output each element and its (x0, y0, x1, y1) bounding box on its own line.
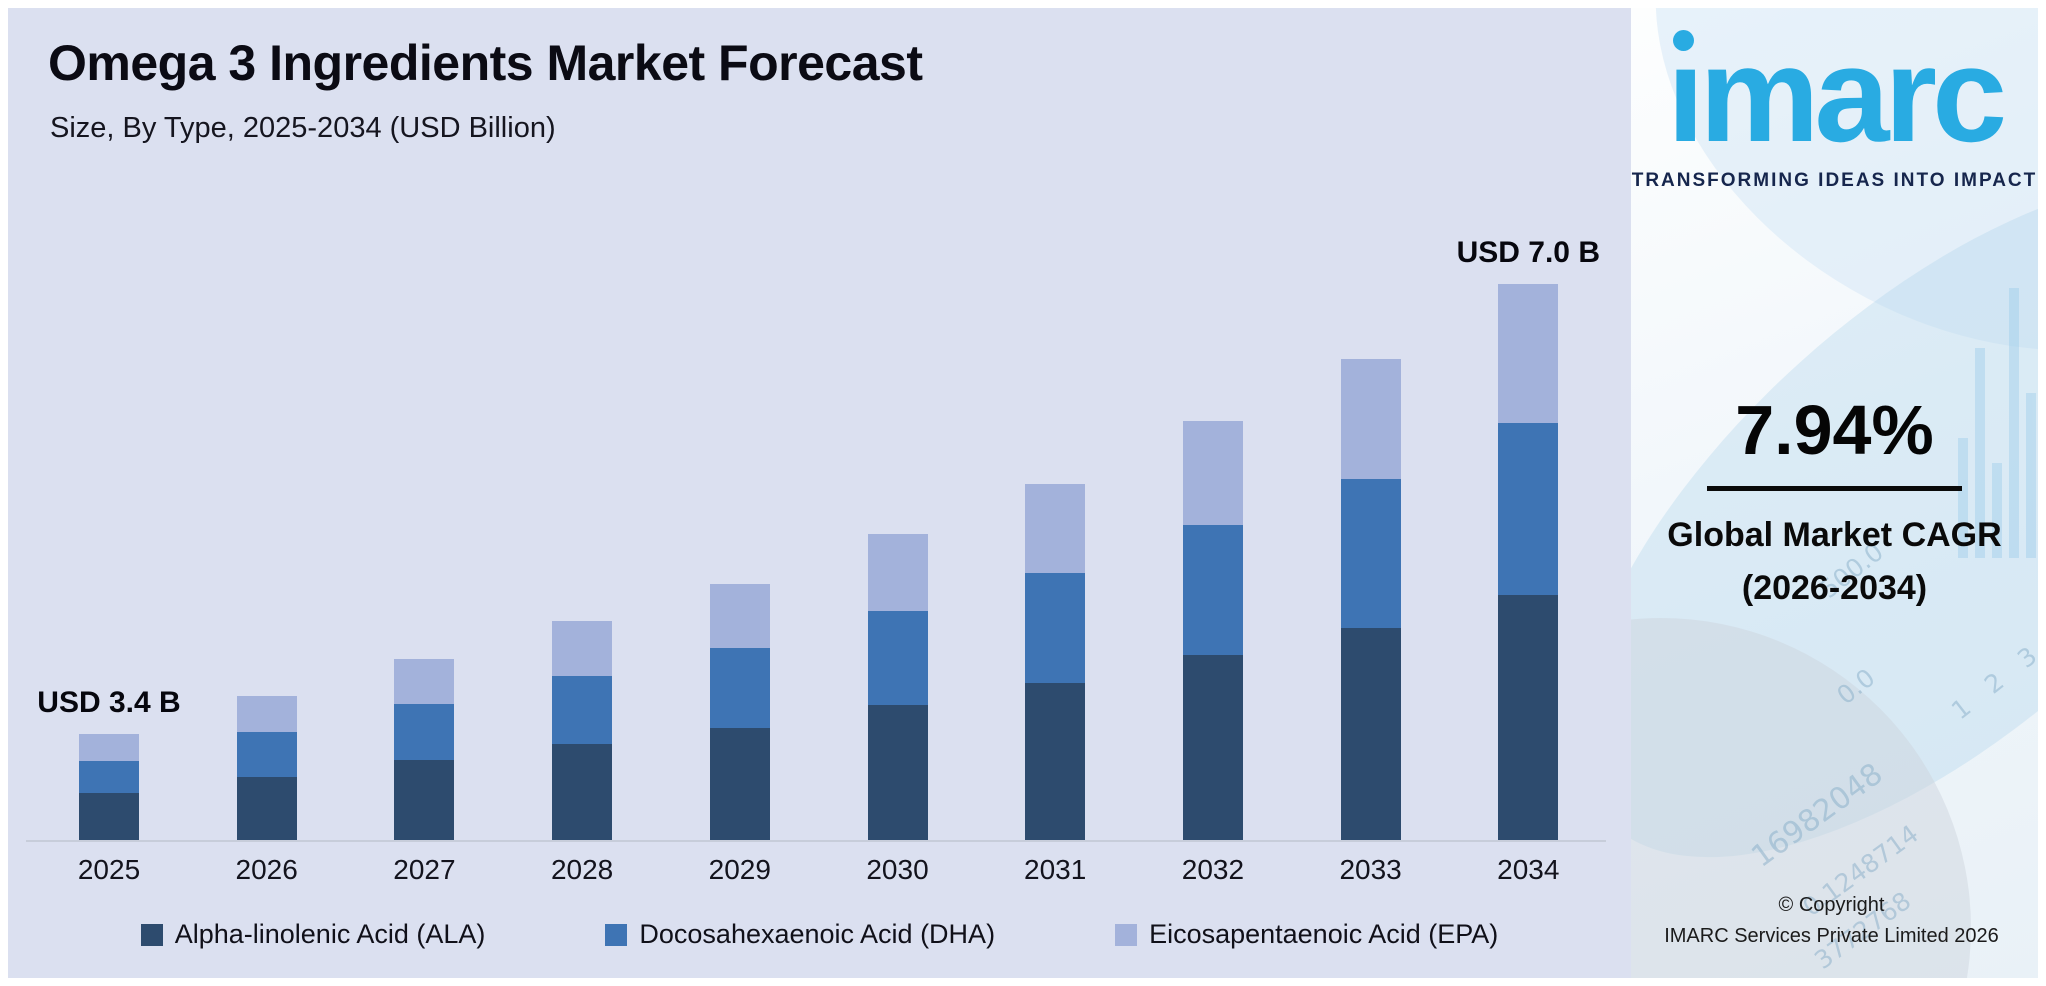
bar-2034 (1498, 284, 1559, 840)
copyright-line2: IMARC Services Private Limited 2026 (1664, 925, 1999, 947)
bar-annotation-2025: USD 3.4 B (37, 686, 181, 719)
page-title: Omega 3 Ingredients Market Forecast (48, 35, 923, 91)
imarc-logo-text: ımarc (1666, 19, 2007, 170)
bar-segment-2025-0 (79, 793, 139, 840)
bar-segment-2032-0 (1182, 655, 1243, 840)
page-subtitle: Size, By Type, 2025-2034 (USD Billion) (50, 112, 556, 144)
bar-segment-2034-2 (1498, 284, 1559, 423)
bar-segment-2027-0 (394, 760, 455, 840)
bar-segment-2034-1 (1498, 423, 1559, 596)
legend-label-epa: Eicosapentaenoic Acid (EPA) (1149, 919, 1499, 949)
legend-item-dha: Docosahexaenoic Acid (DHA) (605, 919, 995, 950)
bar-2032 (1182, 421, 1243, 840)
bar-segment-2029-1 (709, 648, 770, 728)
bar-segment-2033-0 (1340, 628, 1401, 840)
bar-segment-2029-0 (709, 727, 770, 840)
bar-2027 (394, 659, 455, 840)
bar-segment-2029-2 (709, 584, 770, 648)
bar-segment-2026-1 (236, 731, 297, 777)
legend-swatch-ala (140, 923, 163, 946)
bar-segment-2028-2 (552, 621, 613, 676)
x-axis-label-2031: 2031 (1024, 854, 1087, 885)
bar-segment-2030-2 (867, 534, 928, 611)
legend-label-dha: Docosahexaenoic Acid (DHA) (639, 919, 996, 949)
bar-segment-2031-1 (1025, 573, 1086, 684)
bar-segment-2027-2 (394, 659, 455, 705)
bar-2030 (867, 534, 928, 840)
bar-segment-2031-0 (1025, 683, 1086, 840)
x-axis-label-2028: 2028 (550, 854, 614, 885)
watermark-number: 1 2 3 4 (1946, 610, 2038, 726)
legend-item-epa: Eicosapentaenoic Acid (EPA) (1115, 919, 1498, 950)
legend-swatch-epa (1115, 923, 1138, 946)
legend-swatch-dha (605, 923, 628, 946)
x-axis-label-2025: 2025 (77, 854, 141, 885)
bar-segment-2025-1 (79, 760, 139, 794)
x-axis-line (26, 840, 1606, 842)
legend-label-ala: Alpha-linolenic Acid (ALA) (174, 919, 486, 949)
bar-annotation-2034: USD 7.0 B (1456, 236, 1600, 269)
bar-segment-2026-0 (236, 776, 297, 840)
bar-segment-2033-1 (1340, 479, 1401, 629)
x-axis-label-2032: 2032 (1181, 854, 1245, 885)
watermark-number: 0.0 (1831, 662, 1881, 711)
bar-segment-2030-1 (867, 610, 928, 706)
bar-2031 (1025, 484, 1086, 840)
bar-segment-2031-2 (1025, 484, 1086, 573)
copyright-line1: © Copyright (1778, 894, 1885, 916)
bar-segment-2026-2 (236, 696, 297, 732)
x-axis-label-2029: 2029 (708, 854, 771, 885)
logo-dot-icon (1672, 30, 1694, 51)
cagr-divider (1707, 486, 1962, 491)
x-axis-label-2027: 2027 (393, 854, 456, 885)
bar-segment-2033-2 (1340, 359, 1401, 480)
x-axis-label-2034: 2034 (1497, 854, 1560, 885)
bar-2025 (79, 734, 139, 840)
copyright: © Copyright IMARC Services Private Limit… (1631, 890, 2032, 952)
bar-segment-2028-0 (552, 743, 613, 840)
bar-segment-2034-0 (1498, 595, 1559, 840)
bar-segment-2030-0 (867, 705, 928, 840)
bar-2028 (552, 621, 613, 840)
bar-chart: 2025 2026 2027 2028 2029 2030 2031 2032 2033 2034… (8, 8, 1631, 978)
imarc-logo: ımarc TRANSFORMING IDEAS INTO IMPACT (1631, 19, 2038, 192)
cagr-years: (2026-2034) (1741, 568, 1928, 607)
cagr-value: 7.94% (1735, 391, 1934, 469)
x-axis-label-2030: 2030 (866, 854, 929, 885)
bar-2026 (236, 696, 297, 840)
bar-segment-2032-2 (1182, 421, 1243, 526)
cagr-label: Global Market CAGR (1667, 516, 2002, 554)
x-axis-label-2026: 2026 (235, 854, 298, 885)
bar-2033 (1340, 359, 1401, 840)
x-axis-label-2033: 2033 (1339, 854, 1402, 885)
bar-2029 (709, 584, 770, 840)
chart-panel: Omega 3 Ingredients Market Forecast Size… (8, 8, 1631, 978)
legend-item-ala: Alpha-linolenic Acid (ALA) (140, 919, 486, 950)
chart-legend: Alpha-linolenic Acid (ALA) Docosahexaeno… (8, 919, 1631, 950)
brand-panel: 500.0 0.0 1 2 3 4 16982048 0.1248714 377… (1631, 8, 2038, 978)
bar-segment-2025-2 (79, 734, 139, 761)
bar-segment-2028-1 (552, 676, 613, 744)
cagr-block: 7.94% Global Market CAGR (2026-2034) (1631, 390, 2038, 614)
bar-segment-2027-1 (394, 704, 455, 761)
bar-segment-2032-1 (1182, 525, 1243, 656)
logo-tagline: TRANSFORMING IDEAS INTO IMPACT (1631, 169, 2038, 191)
